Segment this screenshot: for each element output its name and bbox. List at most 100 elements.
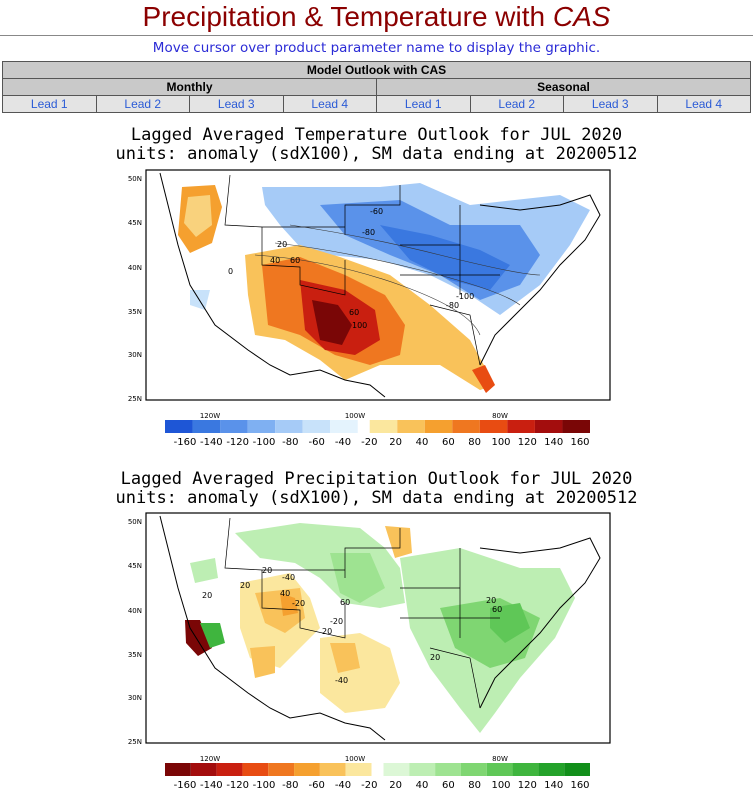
precip-contour-label: 20	[430, 653, 440, 662]
temp-map-subtitle: units: anomaly (sdX100), SM data ending …	[115, 144, 638, 164]
seasonal-lead-2-link[interactable]: Lead 2	[469, 95, 564, 113]
colorbar-tick-label: -20	[361, 780, 377, 791]
colorbar-tick-label: 20	[389, 437, 402, 448]
colorbar-tick-label: 80	[468, 437, 481, 448]
temp-region-warm-fl	[472, 365, 495, 393]
temp-contour-label: -100	[456, 292, 474, 301]
colorbar-swatch	[190, 763, 217, 776]
colorbar-swatch	[538, 763, 565, 776]
colorbar-swatch	[302, 420, 331, 433]
lon-label: 80W	[492, 755, 508, 763]
colorbar-swatch	[534, 420, 563, 433]
lon-label: 120W	[200, 412, 220, 420]
precip-region-wet-north-core	[330, 553, 385, 603]
colorbar-swatch	[165, 420, 193, 433]
colorbar-swatch	[424, 420, 453, 433]
section-header: Model Outlook with CAS	[2, 61, 751, 79]
colorbar-tick-label: -160	[174, 437, 197, 448]
colorbar-swatch	[330, 420, 358, 433]
monthly-lead-3-link[interactable]: Lead 3	[189, 95, 284, 113]
colorbar-tick-label: 100	[491, 437, 510, 448]
colorbar-swatch	[507, 420, 535, 433]
colorbar-swatch	[294, 763, 320, 776]
colorbar-tick-label: -20	[361, 437, 377, 448]
seasonal-lead-1-link[interactable]: Lead 1	[376, 95, 471, 113]
temp-contour-label: 100	[352, 321, 367, 330]
colorbar-swatch	[435, 763, 461, 776]
colorbar-swatch	[383, 763, 410, 776]
temp-coastline-east	[479, 194, 601, 366]
temp-contour-2	[274, 242, 521, 306]
colorbar-swatch	[192, 420, 221, 433]
seasonal-lead-3-link[interactable]: Lead 3	[563, 95, 658, 113]
colorbar-swatch	[268, 763, 295, 776]
temp-contour-label: -80	[362, 228, 375, 237]
temp-region-cold-deep	[380, 225, 510, 290]
group-monthly: Monthly	[2, 78, 377, 96]
precip-region-wet-east-peak	[490, 603, 530, 643]
colorbar-tick-label: 160	[570, 780, 589, 791]
precip-contour-label: 20	[322, 627, 332, 636]
precip-contour-label: 60	[340, 598, 350, 607]
temp-region-cold-west	[190, 290, 210, 310]
precip-contour-label: -40	[282, 573, 295, 582]
seasonal-lead-4-link[interactable]: Lead 4	[656, 95, 751, 113]
precip-contour-label: -20	[330, 617, 343, 626]
colorbar-swatch	[247, 420, 276, 433]
precip-contour-label: -20	[292, 599, 305, 608]
temp-map-title: Lagged Averaged Temperature Outlook for …	[130, 125, 623, 145]
colorbar-swatch	[165, 763, 191, 776]
lat-label: 50N	[128, 518, 142, 526]
temp-contour-label: 0	[228, 267, 233, 276]
lat-label: 40N	[128, 607, 142, 615]
colorbar-tick-label: -100	[253, 437, 276, 448]
lat-label: 25N	[128, 395, 142, 403]
lat-label: 35N	[128, 308, 142, 316]
monthly-lead-4-link[interactable]: Lead 4	[282, 95, 377, 113]
group-seasonal: Seasonal	[376, 78, 751, 96]
colorbar-swatch	[216, 763, 243, 776]
temp-contour-label: -80	[446, 301, 459, 310]
lat-label: 45N	[128, 562, 142, 570]
colorbar-tick-label: -120	[226, 437, 249, 448]
colorbar-tick-label: 100	[491, 780, 510, 791]
colorbar-tick-label: 20	[389, 780, 402, 791]
precip-contour-label: 60	[492, 605, 502, 614]
colorbar-tick-label: -80	[282, 437, 298, 448]
colorbar-tick-label: 40	[416, 780, 429, 791]
colorbar-swatch	[564, 763, 590, 776]
colorbar-tick-label: 120	[518, 437, 537, 448]
temp-map: -60 -80 20 40 60 0 -100 -80 60 100 50N 4…	[128, 169, 611, 448]
model-outlook-table: Model Outlook with CAS Monthly Seasonal …	[2, 61, 751, 113]
temp-colorbar	[165, 420, 590, 433]
lat-label: 35N	[128, 651, 142, 659]
colorbar-tick-label: -160	[174, 780, 197, 791]
precip-colorbar-labels: -160 -140 -120 -100 -80 -60 -40 -20 20 40 60 80 100 1…	[174, 780, 590, 791]
temp-contour-1	[254, 254, 481, 336]
instructions-text: Move cursor over product parameter name …	[152, 40, 601, 56]
colorbar-swatch	[409, 763, 436, 776]
colorbar-swatch	[479, 420, 508, 433]
colorbar-tick-label: 140	[544, 780, 563, 791]
colorbar-swatch	[562, 420, 590, 433]
colorbar-swatch	[452, 420, 480, 433]
monthly-lead-2-link[interactable]: Lead 2	[95, 95, 190, 113]
colorbar-tick-label: -40	[335, 780, 351, 791]
temp-contour-label: 60	[290, 256, 300, 265]
precip-contour-label: 40	[280, 589, 290, 598]
monthly-lead-1-link[interactable]: Lead 1	[2, 95, 97, 113]
colorbar-swatch	[512, 763, 539, 776]
lat-label: 40N	[128, 264, 142, 272]
lat-label: 30N	[128, 694, 142, 702]
precip-contour-label: 20	[262, 566, 272, 575]
temp-region-warm-nw-inner	[184, 195, 212, 237]
lat-label: 45N	[128, 219, 142, 227]
temp-colorbar-labels: -160 -140 -120 -100 -80 -60 -40 -20 20 40 60 80 100 1…	[174, 437, 590, 448]
colorbar-tick-label: 140	[544, 437, 563, 448]
lon-label: 100W	[345, 755, 365, 763]
colorbar-tick-label: -40	[335, 437, 351, 448]
precip-region-dry-sw	[250, 646, 275, 678]
lon-label: 80W	[492, 412, 508, 420]
colorbar-tick-label: 40	[416, 437, 429, 448]
precip-region-wet-nw	[190, 558, 218, 583]
